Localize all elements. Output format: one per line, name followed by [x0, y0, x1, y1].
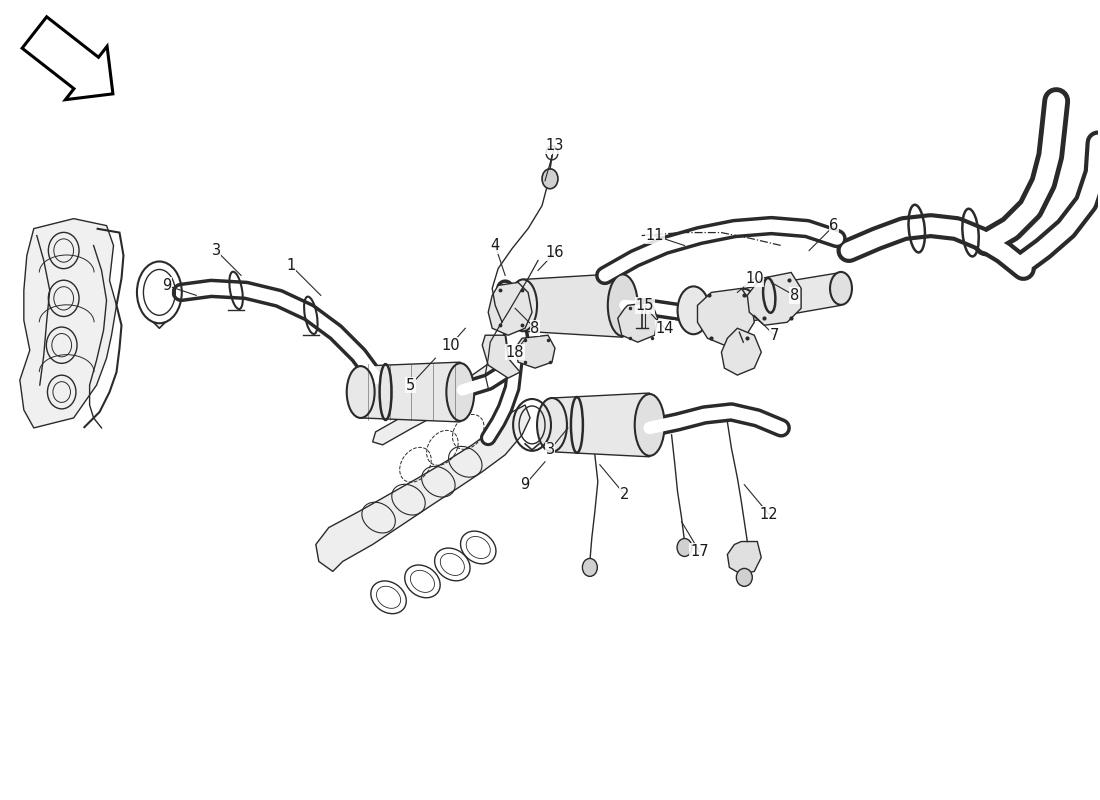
Ellipse shape	[346, 366, 375, 418]
Polygon shape	[727, 542, 761, 574]
Text: 3: 3	[546, 442, 554, 458]
Text: 16: 16	[546, 245, 564, 260]
Text: 11: 11	[646, 228, 664, 243]
Polygon shape	[524, 274, 623, 338]
Ellipse shape	[678, 538, 692, 557]
Text: 9: 9	[520, 478, 530, 492]
Polygon shape	[22, 17, 113, 100]
Polygon shape	[20, 218, 117, 428]
Polygon shape	[515, 335, 556, 368]
Text: 15: 15	[636, 298, 653, 313]
Polygon shape	[552, 393, 650, 457]
Polygon shape	[722, 328, 761, 375]
Ellipse shape	[734, 289, 756, 322]
Polygon shape	[618, 302, 658, 342]
Ellipse shape	[736, 569, 752, 586]
Ellipse shape	[635, 394, 664, 456]
Ellipse shape	[509, 279, 537, 331]
Ellipse shape	[447, 363, 474, 421]
Text: 6: 6	[829, 218, 838, 233]
Ellipse shape	[582, 558, 597, 576]
Polygon shape	[482, 335, 520, 378]
Text: 8: 8	[530, 321, 540, 336]
Polygon shape	[697, 288, 755, 345]
Text: 13: 13	[546, 138, 564, 154]
Text: 9: 9	[162, 278, 170, 293]
Polygon shape	[747, 273, 801, 326]
Polygon shape	[316, 405, 530, 571]
Text: 3: 3	[211, 243, 221, 258]
Ellipse shape	[608, 274, 638, 336]
Polygon shape	[745, 273, 842, 322]
Text: 14: 14	[656, 321, 674, 336]
Ellipse shape	[542, 169, 558, 189]
Ellipse shape	[678, 286, 710, 334]
Polygon shape	[373, 355, 508, 445]
Text: 10: 10	[441, 338, 460, 353]
Ellipse shape	[830, 272, 851, 305]
Text: 18: 18	[506, 345, 525, 360]
Polygon shape	[488, 282, 532, 335]
Text: 1: 1	[286, 258, 296, 273]
Text: 12: 12	[760, 507, 779, 522]
Text: 4: 4	[491, 238, 499, 253]
Text: 10: 10	[745, 271, 763, 286]
Text: 2: 2	[620, 487, 629, 502]
Text: 8: 8	[790, 288, 799, 303]
Text: 17: 17	[690, 544, 708, 559]
Polygon shape	[361, 362, 460, 422]
Ellipse shape	[537, 398, 566, 452]
Text: 7: 7	[770, 328, 779, 342]
Text: 5: 5	[406, 378, 415, 393]
